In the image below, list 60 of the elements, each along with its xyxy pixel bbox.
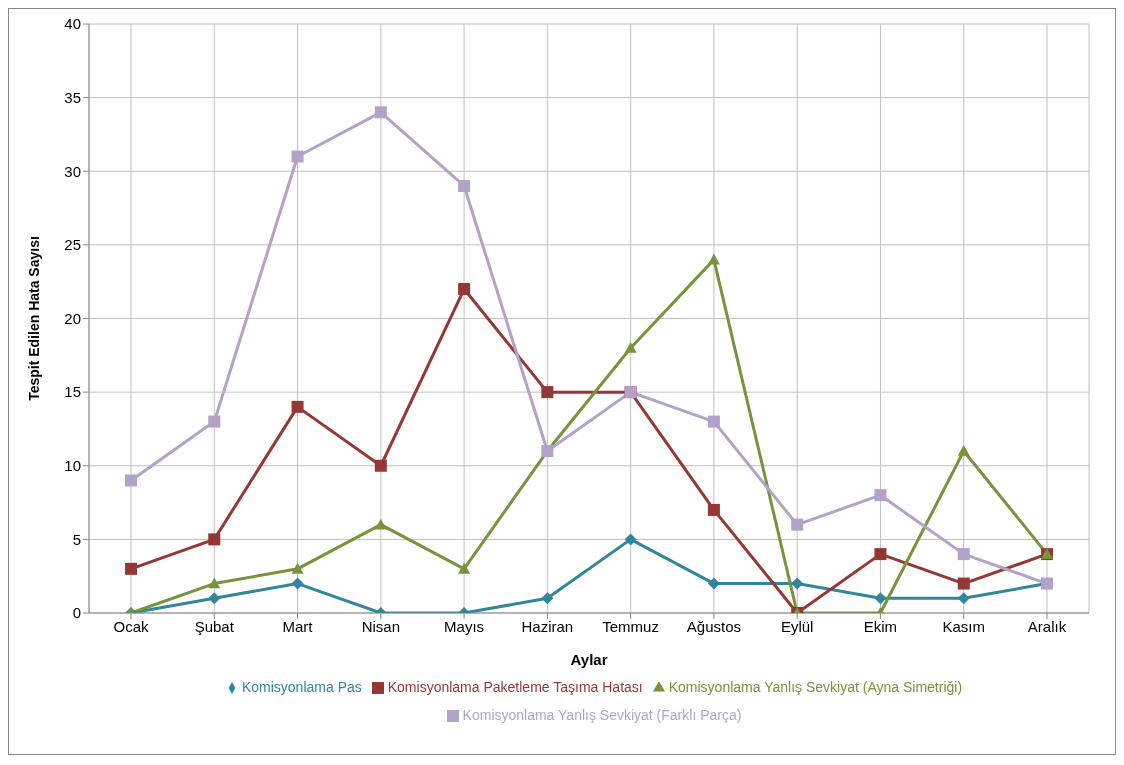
point <box>791 577 804 590</box>
x-tick-label: Şubat <box>194 617 235 635</box>
x-tick-label: Haziran <box>521 617 574 635</box>
point <box>707 503 720 516</box>
x-tick-label: Kasım <box>942 617 985 635</box>
x-axis-title: Aylar <box>570 651 608 668</box>
point <box>291 562 304 574</box>
y-tick-label: 40 <box>64 15 81 33</box>
y-tick-label: 20 <box>64 309 81 327</box>
y-tick-label: 10 <box>64 457 81 475</box>
x-tick-label: Temmuz <box>602 617 659 635</box>
point <box>707 253 720 265</box>
point <box>707 577 720 590</box>
point <box>957 577 970 590</box>
legend-label: Komisyonlama Yanlış Sevkiyat (Ayna Simetriği) <box>668 679 963 695</box>
point <box>208 533 221 546</box>
point <box>291 577 304 590</box>
point <box>374 518 387 530</box>
point <box>125 562 137 575</box>
y-tick-label: 25 <box>64 236 81 254</box>
point <box>458 179 471 192</box>
y-tick-label: 30 <box>64 162 81 180</box>
point <box>874 489 887 502</box>
point <box>957 445 970 456</box>
point <box>291 400 304 413</box>
legend-label: Komisyonlama Pas <box>241 679 362 695</box>
point <box>874 548 887 561</box>
point <box>791 518 804 531</box>
point <box>125 474 137 487</box>
y-tick-label: 35 <box>64 88 81 106</box>
point <box>208 415 221 428</box>
point <box>458 283 471 296</box>
x-tick-label: Ocak <box>113 617 149 635</box>
x-tick-label: Mart <box>282 617 314 635</box>
point <box>374 459 387 472</box>
point <box>707 415 720 428</box>
point <box>291 150 304 163</box>
y-tick-label: 5 <box>72 530 81 548</box>
x-tick-label: Aralık <box>1027 617 1067 635</box>
point <box>624 533 637 546</box>
point <box>957 548 970 561</box>
x-tick-label: Mayıs <box>444 617 485 635</box>
x-tick-label: Ağustos <box>686 617 742 635</box>
point <box>458 562 471 574</box>
point <box>541 386 554 399</box>
point <box>957 592 970 605</box>
point <box>541 592 554 605</box>
point <box>208 592 221 605</box>
point <box>208 577 221 589</box>
legend-label: Komisyonlama Paketleme Taşıma Hatası <box>387 679 643 695</box>
y-axis-title: Tespit Edilen Hata Sayısı <box>25 236 42 401</box>
point <box>374 106 387 119</box>
y-tick-label: 0 <box>72 604 81 622</box>
point <box>874 592 887 605</box>
x-tick-label: Eylül <box>780 617 814 635</box>
y-tick-label: 15 <box>64 383 81 401</box>
x-tick-label: Nisan <box>361 617 400 635</box>
point <box>624 341 637 353</box>
legend-label: Komisyonlama Yanlış Sevkiyat (Farklı Parça) <box>462 707 742 723</box>
x-tick-label: Ekim <box>863 617 898 635</box>
